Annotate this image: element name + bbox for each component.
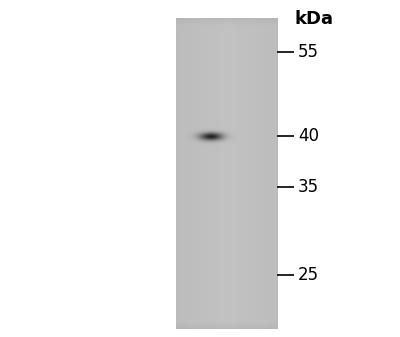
Text: 55: 55: [298, 43, 319, 61]
Text: 25: 25: [298, 266, 319, 284]
Text: 35: 35: [298, 178, 319, 196]
Text: 40: 40: [298, 127, 319, 146]
Text: kDa: kDa: [294, 10, 333, 28]
